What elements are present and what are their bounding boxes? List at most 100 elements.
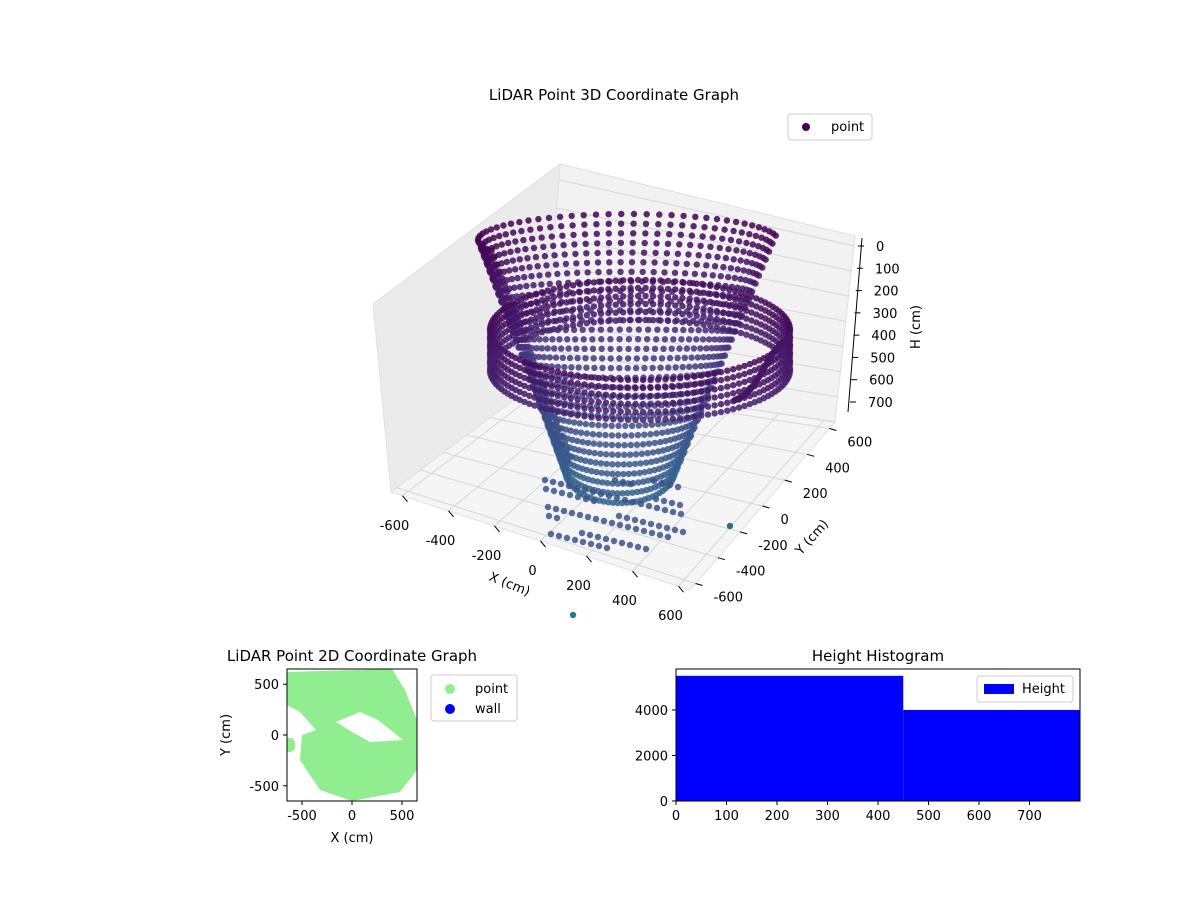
z-tick-label: 700 [868, 396, 893, 411]
cloud-point [580, 336, 587, 343]
cloud-point [711, 263, 719, 270]
x-tick-label: 0 [348, 809, 356, 824]
cloud-point [698, 404, 705, 411]
y-tick-mark [829, 427, 837, 431]
cloud-point [636, 469, 643, 477]
cloud-point [624, 416, 632, 423]
cloud-point [597, 460, 605, 467]
cloud-point [583, 320, 590, 327]
cloud-point [726, 302, 733, 309]
cloud-point [630, 220, 637, 227]
cloud-point [566, 354, 574, 362]
cloud-point [743, 307, 750, 314]
cloud-point [723, 217, 731, 224]
cloud-point [608, 422, 615, 429]
cloud-point [581, 413, 588, 420]
cloud-point [653, 336, 660, 343]
cloud-point [605, 239, 613, 247]
scatter-2d-points [287, 669, 417, 801]
cloud-point [642, 300, 649, 308]
cloud-point [672, 318, 679, 325]
x-tick-mark [632, 570, 638, 578]
cloud-point [536, 380, 544, 387]
cloud-point [614, 451, 622, 458]
cloud-point [755, 224, 763, 231]
cloud-point [685, 336, 693, 343]
cloud-point [584, 439, 592, 447]
ticks-3d: -600 -400 -200 0 200 400 600 -600 -400 -200 0 200 40… [380, 237, 900, 624]
cloud-point [536, 272, 543, 279]
cloud-point [730, 256, 737, 263]
cloud-point [619, 478, 627, 486]
cloud-point [684, 382, 691, 389]
cloud-point [581, 373, 588, 380]
cloud-point [629, 498, 637, 506]
cloud-point [748, 301, 755, 308]
cloud-point [589, 488, 597, 496]
cloud-point [632, 525, 640, 533]
cloud-point [698, 388, 705, 395]
cloud-point [631, 470, 638, 477]
cloud-point [713, 215, 721, 223]
cloud-point [655, 522, 663, 530]
cloud-point [751, 359, 758, 366]
cloud-point [732, 320, 739, 327]
cloud-point [663, 326, 670, 333]
cloud-point [720, 263, 727, 271]
cloud-point [628, 422, 636, 429]
legend-label-point: point [475, 682, 508, 697]
cloud-point [677, 456, 685, 463]
cloud-point [654, 376, 662, 383]
cloud-point [662, 376, 669, 383]
cloud-point [568, 509, 576, 517]
cloud-point [730, 374, 737, 381]
cloud-point [772, 232, 779, 239]
cloud-point [693, 288, 700, 295]
cloud-point [580, 212, 587, 219]
cloud-point [632, 392, 639, 400]
cloud-point [749, 241, 756, 248]
cloud-point [588, 374, 595, 381]
cloud-point [669, 375, 677, 382]
cloud-point [639, 416, 647, 424]
cloud-point [565, 418, 573, 425]
cloud-point [741, 362, 748, 370]
cloud-point [538, 321, 546, 328]
cloud-point [498, 241, 505, 248]
cloud-point [634, 431, 642, 439]
cloud-point [657, 317, 664, 324]
cloud-point [578, 529, 586, 537]
cloud-point [617, 259, 624, 266]
cloud-point [569, 306, 577, 313]
y-tick-label: 2000 [635, 749, 668, 764]
cloud-point [604, 479, 611, 487]
cloud-point [533, 345, 540, 352]
x-tick-label: -500 [287, 809, 317, 824]
chart-2d: LiDAR Point 2D Coordinate Graph -500 0 500… [219, 647, 518, 846]
legend-histogram: Height [976, 675, 1074, 703]
cloud-point [574, 404, 581, 411]
cloud-point [624, 392, 632, 399]
cloud-point [569, 222, 576, 229]
cloud-point [662, 437, 669, 445]
cloud-point [561, 378, 568, 385]
cloud-point [657, 309, 664, 316]
cloud-point [589, 345, 597, 352]
cloud-point [672, 286, 679, 293]
cloud-point [659, 429, 666, 436]
cloud-point [624, 355, 632, 362]
cloud-point [549, 336, 556, 343]
cloud-point [664, 293, 672, 301]
cloud-point [688, 232, 696, 239]
cloud-point [615, 422, 622, 430]
cloud-point [620, 309, 627, 316]
cloud-point [691, 270, 699, 278]
cloud-point [613, 494, 621, 502]
cloud-point [556, 324, 564, 331]
cloud-point [698, 396, 705, 403]
cloud-point [661, 506, 669, 514]
cloud-point [545, 271, 552, 278]
cloud-point [622, 422, 629, 430]
cloud-point [704, 371, 712, 378]
cloud-point [559, 354, 566, 361]
